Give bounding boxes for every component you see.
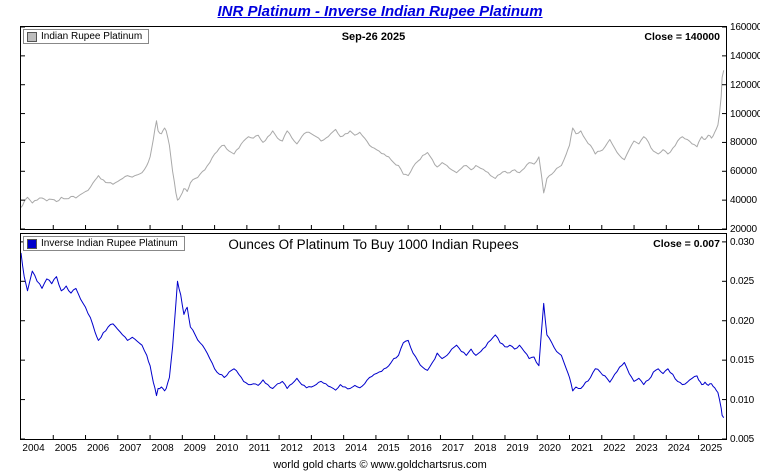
top-chart-legend: Indian Rupee Platinum: [23, 29, 150, 44]
y-tick-label: 20000: [730, 224, 757, 235]
x-year-label: 2016: [409, 443, 432, 454]
x-year-label: 2005: [54, 443, 77, 454]
x-year-label: 2011: [248, 443, 271, 454]
y-tick-label: 100000: [730, 108, 760, 120]
gray-series-swatch-icon: [27, 31, 37, 42]
x-year-label: 2017: [441, 443, 465, 454]
blue-series-swatch-icon: [27, 238, 37, 249]
x-year-label: 2007: [119, 443, 142, 454]
y-tick-label: 60000: [730, 166, 757, 178]
x-year-label: 2020: [538, 443, 561, 454]
bottom-chart-subtitle: Ounces Of Platinum To Buy 1000 Indian Ru…: [228, 237, 519, 252]
x-year-label: 2015: [377, 443, 400, 454]
y-tick-label: 140000: [730, 50, 760, 62]
y-tick-label: 0.015: [730, 355, 755, 367]
x-year-label: 2010: [216, 443, 239, 454]
y-tick-label: 80000: [730, 137, 757, 149]
y-tick-label: 0.010: [730, 394, 755, 406]
x-year-label: 2013: [312, 443, 336, 454]
y-tick-label: 120000: [730, 79, 760, 91]
x-year-label: 2019: [506, 443, 529, 454]
y-tick-label: 0.005: [730, 434, 755, 445]
x-year-label: 2004: [22, 443, 45, 454]
bottom-close-label: Close = 0.007: [653, 238, 720, 250]
y-tick-label: 40000: [730, 195, 757, 207]
x-year-label: 2006: [86, 443, 110, 454]
bottom-chart-panel: Inverse Indian Rupee Platinum Ounces Of …: [20, 233, 727, 440]
panel-top-plot: [21, 27, 726, 229]
x-year-label: 2014: [345, 443, 368, 454]
x-year-label: 2024: [667, 443, 690, 454]
date-label: Sep-26 2025: [341, 31, 406, 43]
x-year-label: 2025: [700, 443, 723, 454]
x-year-label: 2009: [183, 443, 206, 454]
y-tick-label: 0.020: [730, 315, 755, 327]
y-tick-label: 160000: [730, 22, 760, 33]
page-title: INR Platinum - Inverse Indian Rupee Plat…: [217, 3, 543, 20]
x-year-label: 2023: [635, 443, 658, 454]
panel-bot-plot: [21, 241, 726, 439]
y-tick-label: 0.030: [730, 236, 755, 248]
y-tick-label: 0.025: [730, 276, 755, 288]
x-year-label: 2022: [603, 443, 626, 454]
x-year-label: 2008: [151, 443, 174, 454]
bottom-chart-legend-label: Inverse Indian Rupee Platinum: [41, 238, 178, 249]
inverse-platinum-line: [21, 252, 725, 418]
x-year-label: 2012: [280, 443, 303, 454]
platinum-price-line: [21, 70, 725, 208]
x-year-label: 2021: [570, 443, 594, 454]
top-chart-panel: Indian Rupee Platinum Sep-26 2025 Close …: [20, 26, 727, 230]
x-year-label: 2018: [474, 443, 497, 454]
footer-credit: world gold charts © www.goldchartsrus.co…: [273, 459, 487, 471]
top-chart-legend-label: Indian Rupee Platinum: [41, 31, 143, 42]
bottom-chart-legend: Inverse Indian Rupee Platinum: [23, 236, 185, 251]
top-close-label: Close = 140000: [644, 31, 720, 43]
